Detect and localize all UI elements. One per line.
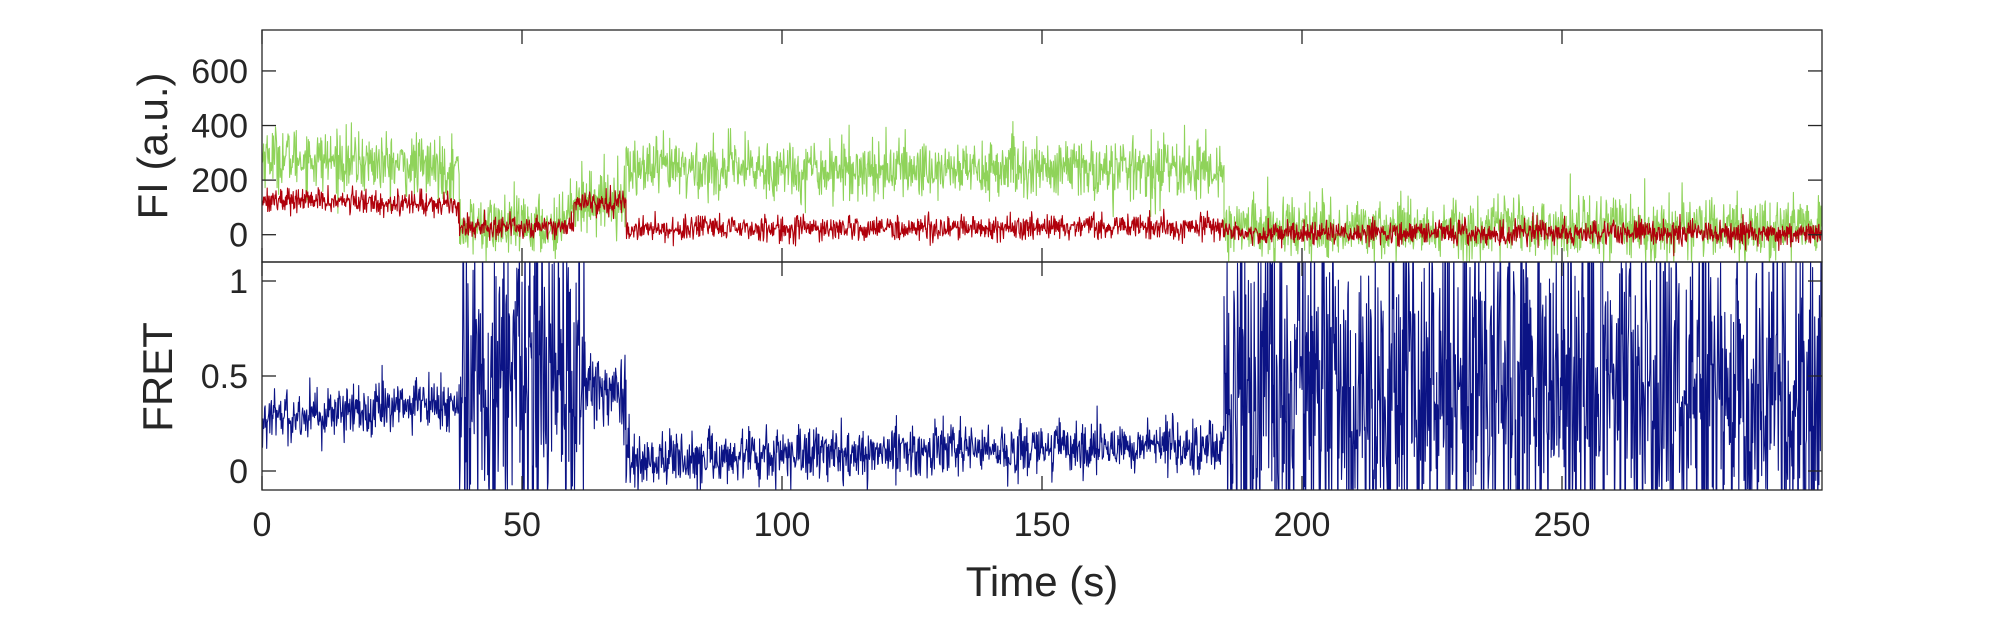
fret-y-tick-label: 0.5 — [201, 358, 248, 396]
fi-y-tick-label: 600 — [191, 53, 248, 91]
x-tick-label: 0 — [253, 506, 272, 544]
fi-y-tick-label: 400 — [191, 108, 248, 146]
x-tick-label: 150 — [1014, 506, 1071, 544]
fi-y-tick-label: 200 — [191, 162, 248, 200]
x-tick-label: 250 — [1534, 506, 1591, 544]
fi-panel: 0 200 400 600 FI (a.u.) — [129, 30, 1822, 277]
x-tick-label: 50 — [503, 506, 541, 544]
x-tick-label: 100 — [754, 506, 811, 544]
fret-y-axis-label: FRET — [134, 322, 181, 432]
fret-panel: 0 0.5 1 0 50 100 150 200 250 FRET Time (s) — [134, 53, 1822, 625]
fi-y-tick-label: 0 — [229, 217, 248, 255]
fi-y-axis-label: FI (a.u.) — [129, 72, 176, 219]
fret-y-tick-label: 1 — [229, 263, 248, 301]
x-tick-label: 200 — [1274, 506, 1331, 544]
x-axis-label: Time (s) — [966, 558, 1118, 605]
fret-y-tick-label: 0 — [229, 453, 248, 491]
